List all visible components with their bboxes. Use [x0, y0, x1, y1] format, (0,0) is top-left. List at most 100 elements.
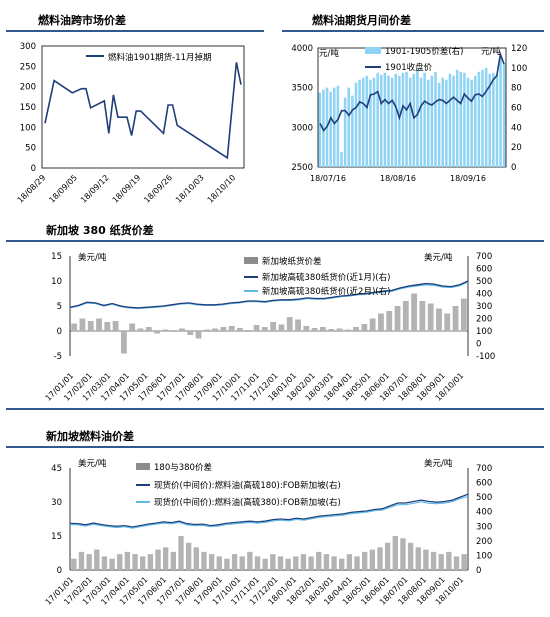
chart4-bar-7: [124, 551, 131, 570]
chart1-legend-label: 燃料油1901期货-11月掉期: [108, 52, 212, 63]
chart2-bar-32: [434, 71, 437, 167]
chart4-bar-15: [185, 542, 192, 570]
chart4-bar-48: [438, 554, 444, 570]
chart4-bar-21: [231, 554, 238, 570]
chart4-bar-27: [277, 556, 284, 570]
chart2-yleft-tick-1: 3000: [291, 123, 313, 133]
chart4-bar-20: [224, 558, 230, 570]
chart3-yright-tick-0: -100: [476, 352, 495, 362]
chart3-bar-26: [286, 317, 293, 331]
chart3-bar-42: [419, 301, 426, 331]
chart4-bar-35: [339, 558, 345, 570]
chart2-bar-43: [474, 75, 477, 167]
chart1-y-tick-2: 100: [20, 123, 36, 133]
chart3-title: 新加坡 380 纸货价差: [46, 224, 154, 237]
chart2-bar-40: [463, 72, 466, 167]
chart3-bar-8: [137, 328, 144, 331]
chart3-yright-tick-8: 700: [476, 252, 492, 262]
chart3-bar-10: [154, 331, 160, 334]
chart2-bar-51: [502, 62, 506, 167]
chart3-bar-20: [237, 328, 243, 331]
chart3-bar-7: [129, 323, 136, 331]
chart2-right-unit: 元/吨: [481, 46, 501, 57]
chart4-bar-38: [361, 551, 368, 570]
chart4-yright-tick-4: 400: [476, 508, 492, 518]
chart3-lines: [69, 280, 469, 310]
chart2-bar-4: [333, 87, 336, 167]
chart3-bar-43: [427, 303, 434, 331]
chart3-bar-41: [411, 293, 418, 331]
rule-lower: [6, 408, 544, 410]
chart2-bar-29: [423, 72, 426, 167]
chart4-bar-25: [262, 558, 268, 570]
chart4-bar-13: [170, 551, 177, 570]
chart4-bar-14: [178, 536, 184, 570]
chart2-yleft-tick-3: 4000: [291, 44, 313, 54]
chart4-lines: [69, 493, 469, 529]
chart4-bar-19: [216, 556, 222, 570]
chart3-bar-28: [303, 326, 310, 331]
chart4-bar-10: [147, 554, 154, 570]
chart4-bar-49: [446, 551, 452, 570]
chart3-yright-tick-3: 200: [476, 315, 492, 325]
chart4-bar-31: [308, 556, 314, 570]
chart4-bar-30: [300, 554, 307, 570]
chart3-yright-tick-7: 600: [476, 265, 492, 275]
chart2-bar-37: [452, 75, 455, 167]
chart3-bars: [71, 293, 467, 354]
chart4-bar-44: [407, 542, 414, 570]
chart1-frame: [41, 45, 245, 169]
chart1-legend: 燃料油1901期货-11月掉期: [86, 52, 212, 63]
chart4-bars: [71, 536, 467, 570]
chart1-title: 燃料油跨市场价差: [38, 14, 126, 27]
chart3-bar-4: [104, 322, 111, 331]
chart2-bar-24: [405, 71, 408, 167]
chart2-bar-9: [351, 95, 354, 167]
chart3-bar-37: [378, 313, 384, 331]
chart4-bar-47: [430, 551, 437, 570]
chart4-yright-tick-5: 500: [476, 493, 492, 503]
chart4-bar-39: [369, 549, 376, 570]
chart2-left-unit: 元/吨: [319, 48, 339, 59]
chart2-xtick-1: 18/08/16: [380, 174, 416, 183]
chart3-y-right-ticks: -100 0 100 200 300 400 500 600 700: [476, 252, 495, 362]
chart4-yleft-tick-0: 0: [57, 566, 62, 576]
chart4-bar-51: [461, 554, 467, 570]
chart3-bar-9: [145, 327, 152, 331]
chart3-bar-12: [170, 331, 177, 332]
chart4-bar-12: [162, 547, 169, 570]
chart3-bar-3: [96, 318, 102, 331]
chart3-bar-15: [195, 331, 202, 339]
chart4-bar-34: [331, 556, 337, 570]
chart3-yright-tick-2: 100: [476, 327, 492, 337]
chart3-right-unit: 美元/吨: [424, 252, 453, 263]
chart2-bar-48: [492, 72, 495, 167]
chart2-title: 燃料油期货月间价差: [312, 14, 411, 27]
chart4-title: 新加坡燃料油价差: [46, 430, 134, 443]
chart4-bar-42: [392, 536, 398, 570]
chart2-bar-45: [481, 69, 484, 167]
chart4-bar-0: [71, 558, 77, 570]
chart4-bar-43: [400, 538, 406, 570]
chart3-bar-35: [361, 324, 368, 331]
chart4-bar-2: [86, 554, 92, 570]
chart3-bar-25: [278, 324, 285, 331]
chart2-bar-38: [455, 69, 459, 167]
chart3-yleft-tick-0: -5: [54, 352, 62, 362]
chart3-yright-tick-6: 500: [476, 277, 492, 287]
chart4-bar-9: [140, 556, 146, 570]
chart1-y-tick-0: 0: [31, 164, 36, 174]
chart4-yright-tick-2: 200: [476, 537, 492, 547]
chart4-bar-22: [239, 556, 245, 570]
chart2-bar-46: [484, 67, 488, 167]
chart3-bar-1: [79, 318, 86, 331]
chart4-yright-tick-1: 100: [476, 551, 492, 561]
chart3-bar-34: [353, 327, 359, 331]
chart2-bar-44: [477, 71, 481, 167]
chart4-yleft-tick-1: 15: [51, 532, 62, 542]
chart4-bar-40: [377, 547, 383, 570]
chart3-yright-tick-4: 300: [476, 302, 492, 312]
chart1-xtick-2: 18/09/12: [79, 173, 111, 205]
chart3-bar-47: [460, 298, 467, 331]
